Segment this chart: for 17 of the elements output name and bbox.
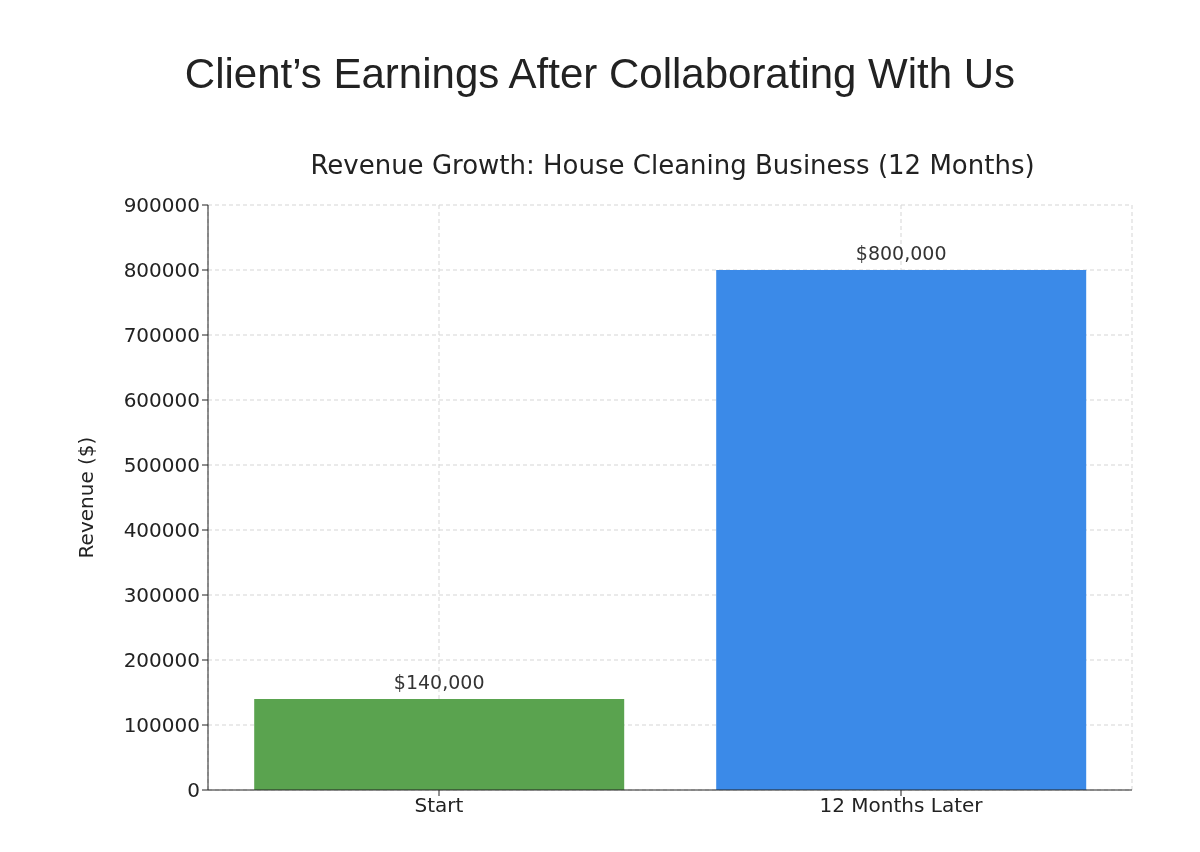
y-tick-label: 900000	[123, 193, 200, 218]
y-tick-label: 100000	[123, 713, 200, 738]
data-label: $140,000	[393, 671, 485, 693]
y-axis-title: Revenue ($)	[74, 436, 99, 559]
y-tick-label: 500000	[123, 453, 200, 478]
chart-subtitle: Revenue Growth: House Cleaning Business (12 Months)	[309, 150, 1036, 182]
chart-title: Client’s Earnings After Collaborating With Us	[183, 49, 1017, 99]
x-tick-label: 12 Months Later	[819, 793, 984, 818]
y-tick-label: 400000	[123, 518, 200, 543]
y-tick-label: 300000	[123, 583, 200, 608]
y-tick-label: 600000	[123, 388, 200, 413]
y-tick-label: 800000	[123, 258, 200, 283]
data-label: $800,000	[855, 242, 947, 264]
y-tick-label: 0	[187, 778, 200, 803]
x-tick-label: Start	[414, 793, 464, 818]
y-tick-label: 200000	[123, 648, 200, 673]
y-tick-label: 700000	[123, 323, 200, 348]
